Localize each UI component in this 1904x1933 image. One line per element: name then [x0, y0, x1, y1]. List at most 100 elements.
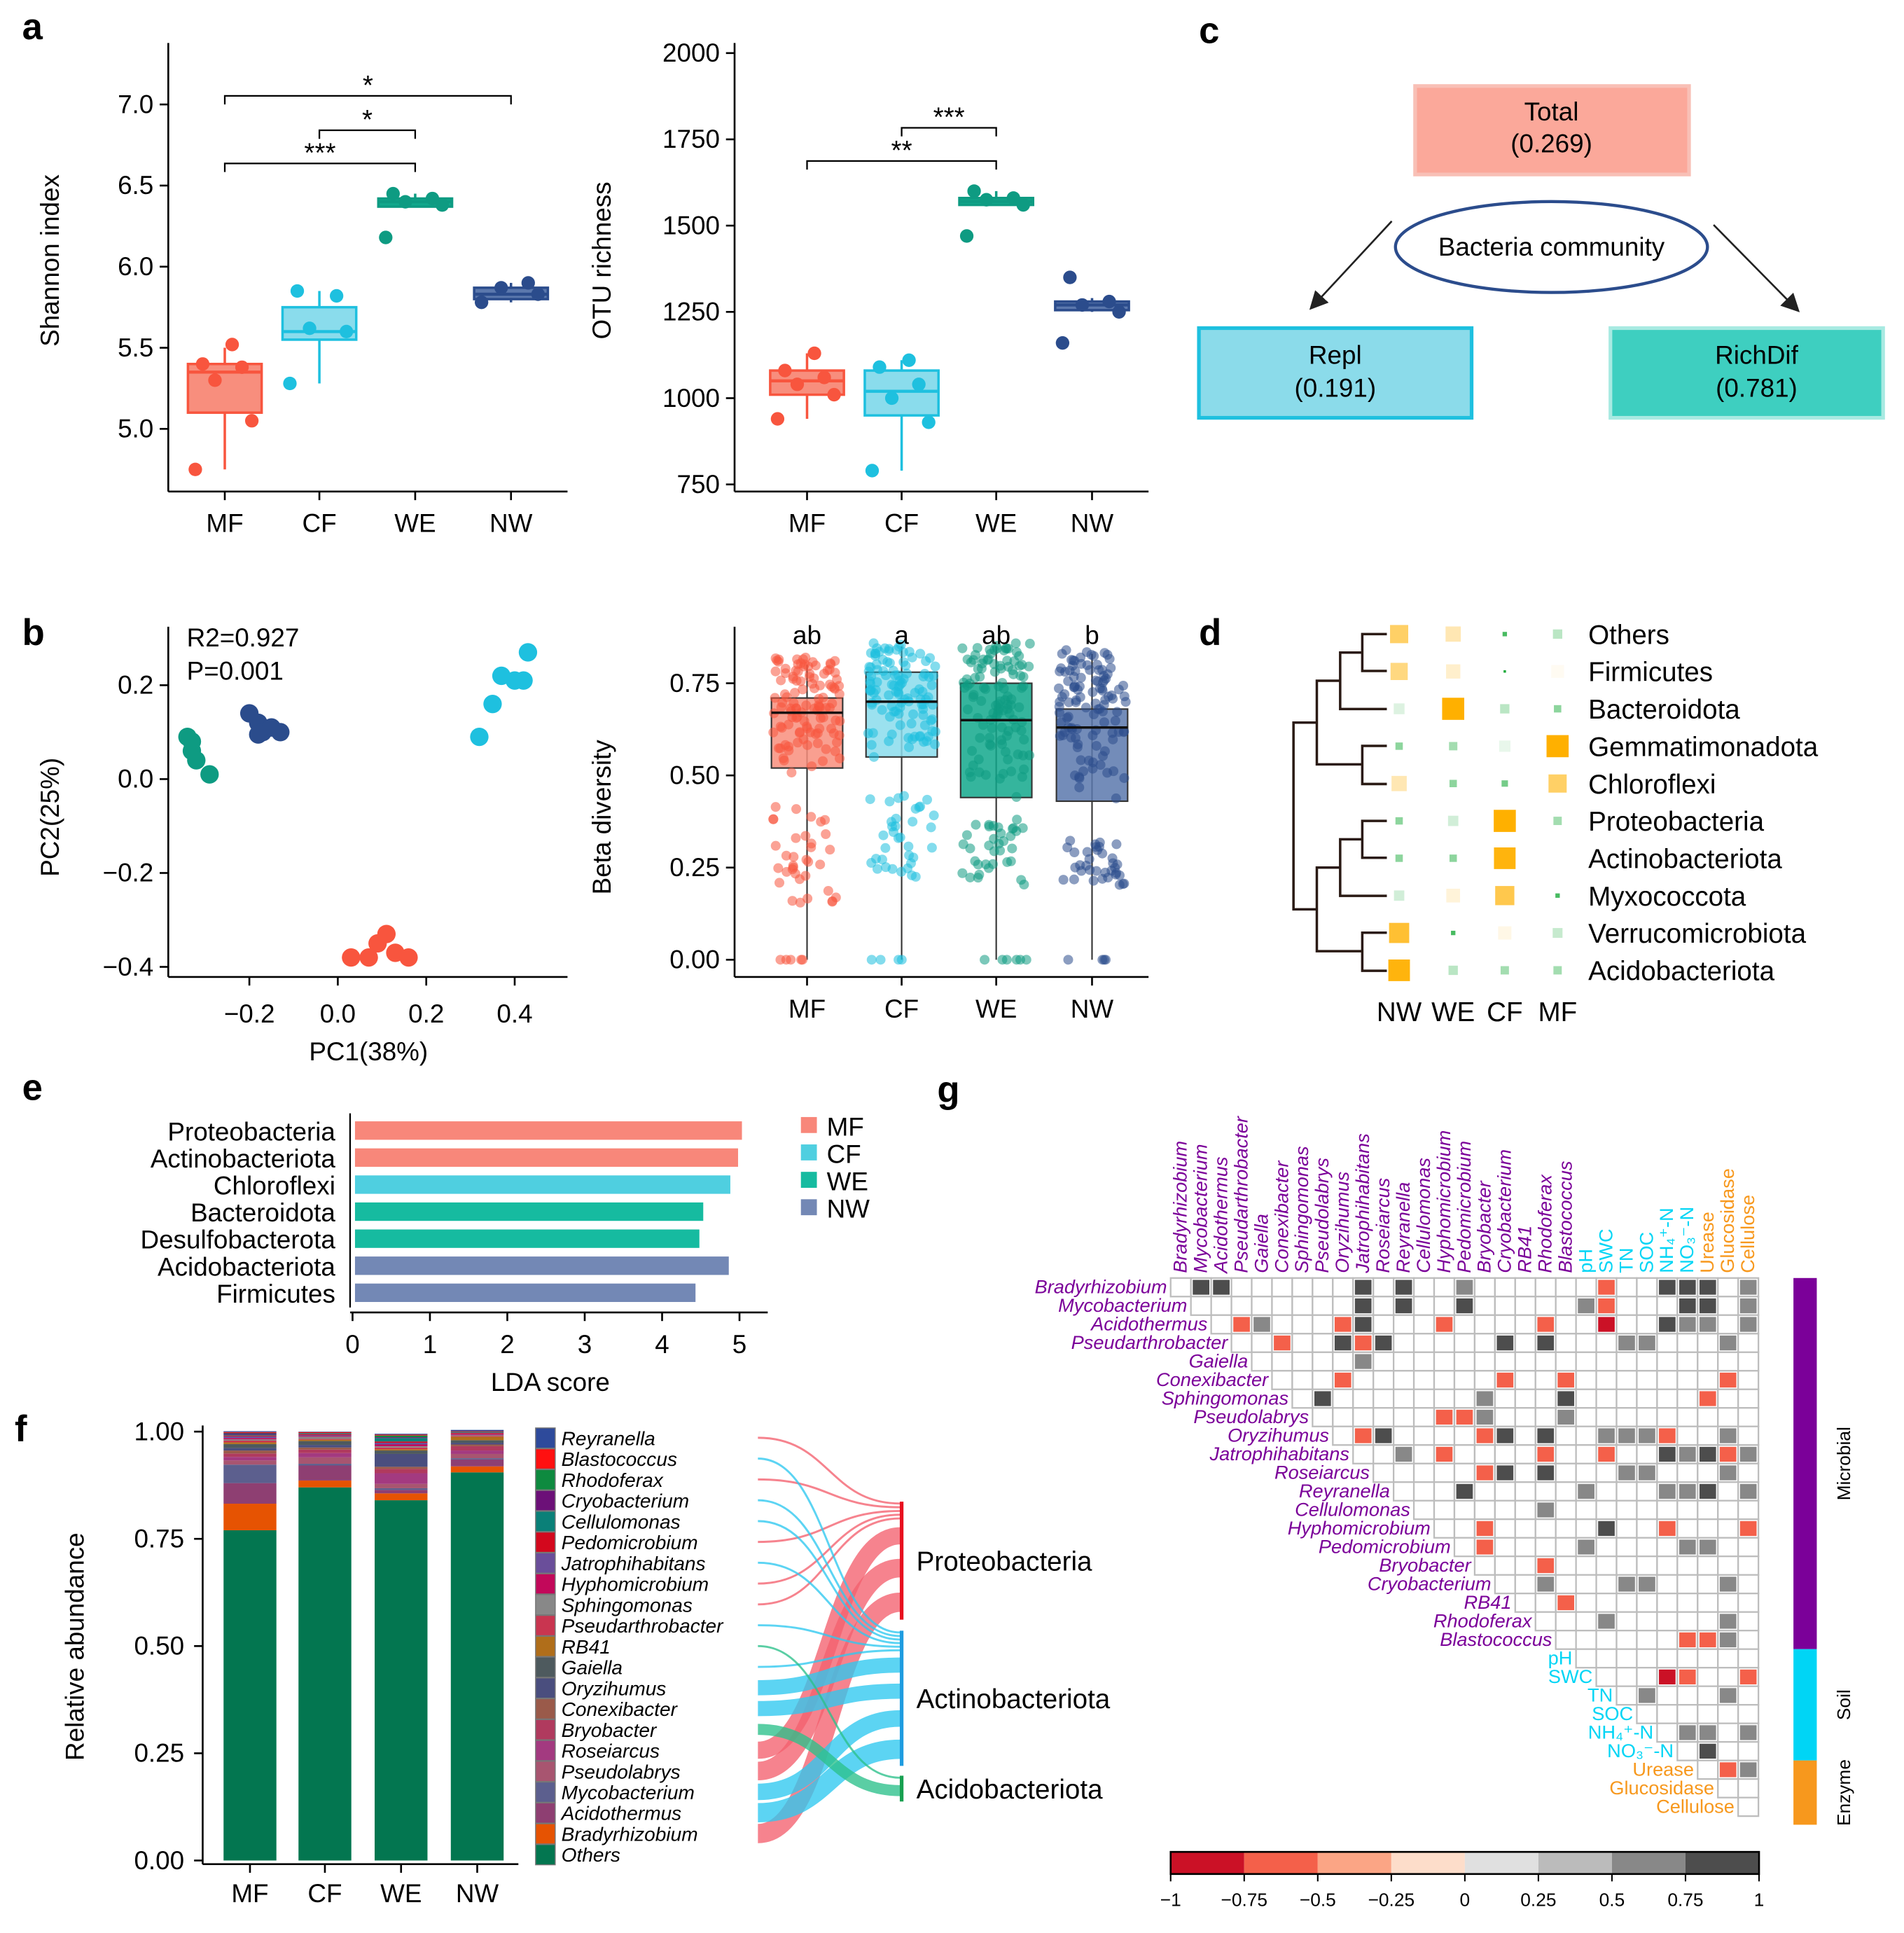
matrix-cell	[1575, 1388, 1597, 1409]
matrix-cell	[1595, 1481, 1618, 1502]
matrix-cell	[1636, 1611, 1658, 1632]
data-point	[195, 357, 210, 371]
data-point	[961, 830, 972, 840]
data-point	[895, 832, 905, 843]
data-point	[926, 822, 936, 833]
correlation-cell	[1496, 1428, 1514, 1443]
legend-label: Hyphomicrobium	[562, 1574, 709, 1595]
box-CF	[281, 284, 358, 391]
colorbar-segment	[1611, 1852, 1686, 1874]
data-point	[929, 670, 939, 681]
stack-segment	[223, 1453, 277, 1457]
bar-label: Bacteroidota	[190, 1198, 335, 1227]
data-point	[957, 868, 968, 878]
lda-bar	[354, 1202, 704, 1221]
bar-label: Chloroflexi	[214, 1171, 335, 1200]
correlation-cell	[1334, 1317, 1351, 1332]
data-point	[1091, 842, 1102, 852]
y-tick-label: 1750	[662, 125, 720, 153]
matrix-cell	[1615, 1685, 1638, 1706]
data-point	[828, 682, 839, 693]
data-point	[1111, 839, 1122, 850]
correlation-cell	[1334, 1372, 1351, 1388]
data-point	[1102, 294, 1116, 309]
point-CF	[514, 671, 533, 690]
row-label: Bradyrhizobium	[1035, 1276, 1167, 1298]
data-point	[1095, 760, 1106, 770]
row-label: Bryobacter	[1379, 1554, 1471, 1576]
correlation-cell	[1699, 1391, 1716, 1406]
heat-square	[1448, 965, 1458, 976]
matrix-cell	[1656, 1407, 1679, 1427]
data-point	[1011, 647, 1022, 658]
matrix-cell	[1291, 1370, 1314, 1390]
data-point	[881, 670, 891, 681]
column-label: WE	[1431, 997, 1475, 1027]
x-tick-label: WE	[975, 509, 1017, 538]
matrix-cell	[1737, 1704, 1760, 1724]
data-point	[1002, 704, 1013, 714]
legend-label: Cellulomonas	[562, 1511, 681, 1532]
x-tick-label: 0	[345, 1330, 359, 1359]
significance-bracket	[901, 127, 997, 137]
matrix-cell	[1676, 1685, 1699, 1706]
matrix-cell	[1433, 1277, 1456, 1298]
data-point	[379, 230, 393, 244]
matrix-cell	[1697, 1518, 1719, 1539]
matrix-cell	[1514, 1388, 1536, 1409]
matrix-cell	[1433, 1296, 1456, 1316]
data-point	[973, 664, 983, 674]
stack-segment	[298, 1487, 352, 1861]
data-point	[1016, 726, 1027, 736]
y-tick-label: 0.25	[669, 853, 720, 882]
correlation-cell	[1639, 1428, 1655, 1443]
data-point	[1089, 651, 1099, 661]
data-point	[870, 651, 881, 661]
column-label: SWC	[1594, 1228, 1616, 1273]
stack-segment	[298, 1457, 352, 1464]
bar-label: Firmicutes	[216, 1280, 335, 1308]
matrix-cell	[1575, 1630, 1597, 1650]
matrix-cell	[1737, 1796, 1760, 1817]
data-point	[795, 897, 805, 908]
stack-segment	[223, 1460, 277, 1465]
matrix-cell	[1373, 1277, 1395, 1298]
data-point	[996, 828, 1006, 838]
matrix-cell	[1737, 1370, 1760, 1390]
data-point	[1069, 874, 1079, 885]
matrix-cell	[1676, 1333, 1699, 1353]
data-point	[1071, 723, 1083, 735]
correlation-cell	[1496, 1372, 1514, 1388]
matrix-cell	[1676, 1648, 1699, 1669]
heat-square	[1442, 698, 1464, 720]
legend-label: Reyranella	[562, 1427, 655, 1449]
row-label: Cellulose	[1656, 1796, 1735, 1817]
data-point	[922, 415, 936, 429]
column-label: RB41	[1514, 1226, 1536, 1273]
legend-swatch	[535, 1823, 556, 1845]
box-WE	[958, 184, 1035, 243]
matrix-cell	[1392, 1407, 1415, 1427]
legend-swatch	[535, 1552, 556, 1574]
data-point	[814, 693, 824, 704]
data-point	[828, 728, 839, 739]
correlation-cell	[1537, 1317, 1555, 1332]
data-point	[425, 191, 440, 206]
matrix-cell	[1676, 1593, 1699, 1613]
data-point	[901, 660, 911, 671]
data-point	[1055, 666, 1065, 677]
matrix-cell	[1291, 1296, 1314, 1316]
matrix-cell	[1697, 1759, 1719, 1780]
colorbar-segment	[1685, 1852, 1760, 1874]
sankey-link	[758, 1657, 901, 1696]
matrix-cell	[1656, 1611, 1679, 1632]
matrix-cell	[1312, 1277, 1334, 1298]
correlation-cell	[1699, 1632, 1716, 1648]
data-point	[1074, 681, 1085, 692]
data-point	[398, 195, 412, 209]
matrix-cell	[1717, 1499, 1739, 1520]
legend-swatch	[535, 1802, 556, 1824]
matrix-cell	[1676, 1518, 1699, 1539]
legend-swatch	[535, 1698, 556, 1720]
matrix-cell	[1717, 1296, 1739, 1316]
